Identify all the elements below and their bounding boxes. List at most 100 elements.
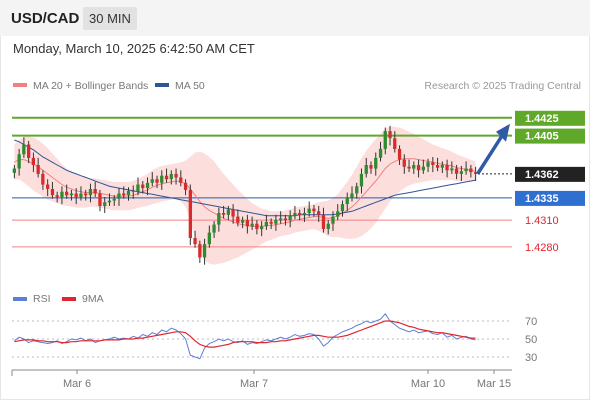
- candle-body: [469, 168, 473, 173]
- candle-body: [103, 202, 107, 206]
- ma50-line: [14, 139, 476, 217]
- candle-body: [402, 159, 406, 167]
- candle-body: [46, 184, 50, 189]
- candle-body: [112, 198, 116, 201]
- candle-body: [260, 226, 264, 230]
- candle-body: [302, 213, 307, 215]
- candle-body: [79, 193, 83, 198]
- candle-body: [117, 193, 121, 199]
- candle-body: [22, 144, 26, 155]
- candle-body: [274, 220, 278, 224]
- bollinger-band-area: [14, 126, 476, 265]
- time-tick-label: Mar 6: [63, 378, 91, 390]
- candle-body: [183, 182, 188, 190]
- resistance-level-1-value: 1.4425: [525, 113, 559, 125]
- candle-body: [36, 165, 40, 174]
- candle-body: [279, 218, 283, 221]
- rsi-tick-label: 30: [525, 352, 537, 364]
- candle-body: [126, 190, 131, 196]
- forecast-arrow-shaft: [476, 134, 504, 175]
- candle-body: [317, 211, 321, 215]
- candle-body: [407, 166, 411, 169]
- time-axis: Mar 6 Mar 7 Mar 10 Mar 15: [11, 369, 512, 390]
- candle-body: [374, 157, 378, 169]
- candle-body: [445, 165, 449, 171]
- candle-body: [350, 193, 354, 198]
- legend-rsi-label: RSI: [33, 293, 51, 305]
- candle-body: [236, 216, 240, 223]
- candle-body: [440, 165, 444, 168]
- candle-body: [41, 173, 45, 185]
- candle-body: [464, 168, 468, 172]
- candle-body: [50, 189, 55, 196]
- candle-body: [474, 172, 478, 174]
- candle-body: [93, 189, 97, 194]
- candle-body: [426, 162, 430, 167]
- candle-body: [250, 223, 254, 227]
- candle-body: [55, 195, 59, 197]
- forecast-arrow-head: [496, 123, 510, 142]
- candle-body: [193, 238, 197, 245]
- candle-body: [321, 214, 326, 229]
- pivot-level-value: 1.4335: [525, 193, 559, 205]
- time-tick-label: Mar 15: [477, 378, 511, 390]
- candle-body: [241, 220, 245, 223]
- candle-body: [202, 244, 207, 258]
- candle-body: [31, 157, 35, 165]
- candle-body: [331, 216, 335, 224]
- candle-body: [145, 182, 150, 189]
- candle-body: [345, 197, 349, 205]
- candle-body: [155, 179, 159, 183]
- candle-body: [383, 131, 387, 149]
- candle-body: [336, 211, 340, 217]
- current-price-level-value: 1.4362: [525, 169, 559, 181]
- interval-badge[interactable]: 30 MIN: [83, 7, 137, 30]
- legend-ma50-swatch: [155, 83, 169, 87]
- candle-body: [255, 223, 259, 229]
- candle-body: [107, 200, 112, 203]
- level-lines: [12, 116, 512, 248]
- candle-body: [141, 184, 145, 189]
- candle-body: [364, 165, 368, 174]
- candle-body: [388, 131, 392, 139]
- bollinger-band: [14, 126, 476, 265]
- candles: [12, 125, 478, 265]
- level-tags: 1.4425 1.4405 1.4362 1.4335 1.4310 1.4280: [515, 110, 585, 254]
- candle-body: [69, 193, 74, 196]
- support-level-2-value: 1.4280: [525, 242, 559, 254]
- time-tick-label: Mar 10: [411, 378, 445, 390]
- candle-body: [98, 193, 102, 206]
- legend-ma50-label: MA 50: [175, 80, 205, 92]
- credit-text: Research © 2025 Trading Central: [424, 80, 581, 92]
- candle-body: [312, 208, 316, 212]
- resistance-level-1-tag: [515, 110, 585, 126]
- candle-body: [60, 191, 64, 197]
- candle-body: [207, 232, 211, 245]
- candle-body: [74, 193, 78, 198]
- candle-body: [164, 175, 169, 180]
- candle-body: [84, 193, 88, 196]
- candle-body: [27, 144, 31, 158]
- candle-body: [122, 193, 126, 196]
- candle-body: [355, 186, 359, 194]
- candle-body: [150, 179, 154, 183]
- legend-9ma-label: 9MA: [82, 293, 104, 305]
- candle-body: [393, 138, 397, 149]
- candle-body: [416, 165, 421, 171]
- candle-body: [212, 224, 216, 233]
- candle-body: [369, 165, 373, 169]
- resistance-level-2-tag: [515, 128, 585, 144]
- candle-body: [298, 213, 302, 215]
- candle-body: [188, 189, 192, 238]
- candle-body: [226, 209, 230, 215]
- candle-body: [160, 175, 164, 183]
- candle-body: [65, 191, 69, 196]
- resistance-level-2-value: 1.4405: [525, 131, 559, 143]
- candle-body: [412, 165, 416, 169]
- candle-body: [169, 173, 173, 180]
- chart-datetime: Monday, March 10, 2025 6:42:50 AM CET: [13, 41, 255, 56]
- candle-body: [198, 244, 202, 258]
- candle-body: [231, 209, 235, 217]
- candle-body: [397, 148, 402, 160]
